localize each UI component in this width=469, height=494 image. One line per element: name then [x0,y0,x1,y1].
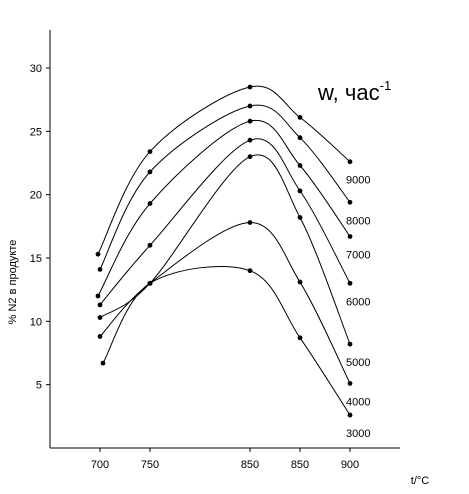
series-points [95,84,353,418]
data-point [147,149,153,155]
x-tick-label: 850 [241,459,259,471]
series-line-7000 [97,119,351,297]
series-labels: 9000 8000 7000 6000 5000 4000 3000 [346,175,370,440]
data-point [247,118,253,124]
data-point [247,84,253,90]
data-point [247,137,253,143]
data-point [147,242,153,248]
data-point [97,315,103,320]
data-point [97,267,103,272]
y-tick-label: 25 [30,126,42,138]
legend-title-superscript: -1 [380,78,392,93]
series-label-9000: 9000 [346,175,370,187]
data-point [100,360,106,366]
axes [49,30,400,449]
x-tick-label: 750 [141,459,159,471]
y-ticks: 5 10 15 20 25 30 [30,63,50,392]
data-point [347,159,353,165]
y-tick-label: 5 [36,380,42,392]
data-point [97,302,103,308]
data-point [247,103,253,109]
data-point [247,220,253,225]
data-point [297,215,303,220]
series-label-5000: 5000 [346,357,370,369]
data-point [95,251,101,257]
data-point [147,280,153,286]
series-label-4000: 4000 [346,396,370,408]
data-point [147,201,153,206]
series-label-3000: 3000 [346,428,370,440]
data-point [247,154,253,160]
data-point [347,199,353,205]
x-ticks: 700 750 850 850 900 [91,448,359,471]
data-point [147,169,153,175]
series-line-4000 [99,221,351,384]
data-point [297,335,303,341]
data-point [297,135,303,141]
y-tick-label: 10 [30,316,42,328]
series-line-3000 [102,266,351,416]
y-axis-title: % N2 в продукте [7,240,19,325]
y-tick-label: 20 [30,190,42,202]
series-label-7000: 7000 [346,249,370,261]
x-tick-label: 900 [341,459,359,471]
data-point [95,293,101,299]
series-line-9000 [97,85,351,255]
data-point [347,381,353,386]
series-line-8000 [99,104,351,270]
series-line-6000 [99,138,351,306]
legend-title: w, час-1 [317,78,391,105]
data-point [97,334,103,339]
series-lines [97,85,351,416]
data-point [297,188,303,194]
data-point [347,341,353,347]
data-point [297,163,303,168]
data-point [247,268,253,274]
x-tick-label: 700 [91,459,109,471]
legend-title-text: w, час [317,80,380,105]
x-tick-label: 850 [291,459,309,471]
data-point [347,280,353,286]
series-label-8000: 8000 [346,215,370,227]
data-point [297,115,303,120]
data-point [347,234,353,239]
data-point [297,279,303,285]
data-point [347,412,353,418]
y-tick-label: 15 [30,253,42,265]
series-label-6000: 6000 [346,296,370,308]
x-axis-title: t/°C [411,475,430,487]
y-tick-label: 30 [30,63,42,75]
series-line-5000 [99,154,351,345]
